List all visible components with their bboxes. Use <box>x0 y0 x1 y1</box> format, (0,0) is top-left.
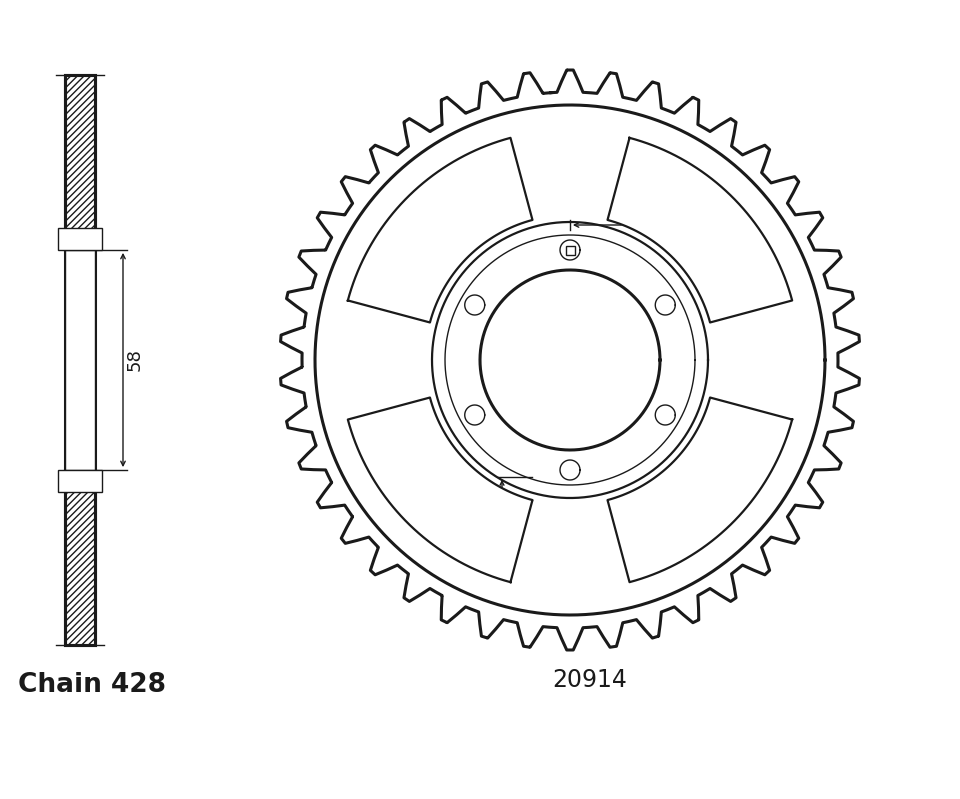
Text: 58: 58 <box>126 348 144 372</box>
Polygon shape <box>465 295 485 315</box>
Text: 8.2: 8.2 <box>472 482 494 495</box>
Polygon shape <box>560 240 580 260</box>
Bar <box>565 245 574 255</box>
Bar <box>58 470 102 492</box>
Polygon shape <box>280 70 859 650</box>
Polygon shape <box>348 398 533 582</box>
Polygon shape <box>608 138 792 323</box>
Text: 20914: 20914 <box>553 668 628 692</box>
Bar <box>58 228 102 250</box>
Polygon shape <box>656 295 675 315</box>
Bar <box>65 470 95 645</box>
Bar <box>65 75 95 250</box>
Polygon shape <box>465 405 485 425</box>
Text: 90: 90 <box>541 360 568 380</box>
Polygon shape <box>560 460 580 480</box>
Polygon shape <box>608 398 792 582</box>
Bar <box>65 75 95 250</box>
Bar <box>65 250 95 470</box>
Polygon shape <box>480 270 660 450</box>
Bar <box>65 75 95 645</box>
Text: 10.5: 10.5 <box>651 198 684 213</box>
Bar <box>65 470 95 645</box>
Polygon shape <box>348 138 533 323</box>
Text: Chain 428: Chain 428 <box>18 672 166 698</box>
Polygon shape <box>656 405 675 425</box>
